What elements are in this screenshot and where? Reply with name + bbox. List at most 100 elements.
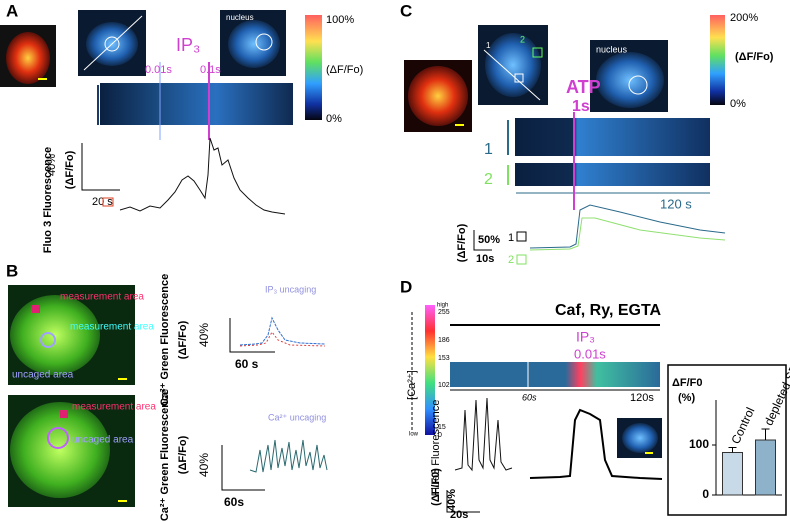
scale-bar xyxy=(118,500,127,502)
stimulus-label: ATP xyxy=(566,77,601,97)
cell-image xyxy=(408,66,468,126)
colorbar-label: 102 xyxy=(438,382,450,389)
trace xyxy=(239,331,326,347)
annotation: uncaged area xyxy=(72,435,134,446)
scale-bar xyxy=(645,452,653,454)
scale-label: 40% xyxy=(197,323,211,347)
colorbar-label: 0% xyxy=(326,113,342,125)
panel-label: C xyxy=(400,1,412,20)
uncaged-area xyxy=(40,332,56,348)
scale-bar xyxy=(221,445,265,491)
scale-label: 60 s xyxy=(235,357,259,371)
bar xyxy=(722,452,743,496)
stimulus-label: IP₃ xyxy=(176,35,200,55)
error-bar xyxy=(728,447,737,453)
time-label: 120s xyxy=(630,392,654,404)
trace xyxy=(529,217,726,251)
stimulus-label: IP₃ uncaging xyxy=(265,284,316,294)
nucleus-label: nucleus xyxy=(596,44,628,54)
y-unit: (ΔF/Fo) xyxy=(177,435,189,474)
y-label: ΔF/F0 xyxy=(672,377,703,389)
trace xyxy=(529,408,663,480)
marker xyxy=(516,254,527,265)
scale-label: 60s xyxy=(224,495,244,509)
marker xyxy=(516,231,527,242)
trace-label: 1 xyxy=(508,232,514,244)
panel-label: D xyxy=(400,277,412,296)
scan-line xyxy=(83,15,143,71)
colorbar xyxy=(305,15,322,120)
roi xyxy=(532,47,543,58)
cell-image xyxy=(10,295,100,375)
duration-label: 1s xyxy=(572,98,590,115)
trace xyxy=(454,397,513,472)
panel-b: B measurement area measurement area unca… xyxy=(6,261,328,521)
panel-a: A nucleus 100% (ΔF/Fo) 0% IP₃ 0.01s 0.1s… xyxy=(0,1,363,253)
scale-bar xyxy=(446,490,480,513)
colorbar-label: (ΔF/Fo) xyxy=(735,51,774,63)
condition-label: Caf, Ry, EGTA xyxy=(555,302,662,319)
stimulus-label: IP₃ xyxy=(576,329,595,345)
line-scan xyxy=(515,118,710,156)
line-scan xyxy=(450,362,660,387)
scan-label: 2 xyxy=(484,171,493,188)
line-scan xyxy=(100,83,293,125)
colorbar-label: high xyxy=(437,303,448,309)
time-label: 120 s xyxy=(660,196,692,211)
y-label: Ca²⁺ Green Fluorescence xyxy=(159,274,171,406)
nucleus-label: nucleus xyxy=(226,13,254,22)
y-unit: (ΔF/F0) xyxy=(430,468,442,506)
colorbar xyxy=(710,15,725,105)
colorbar-label: 100% xyxy=(326,14,354,26)
y-tick-label: 0 xyxy=(702,487,709,501)
y-unit: (ΔF/Fo) xyxy=(64,150,76,189)
stimulus-label: Ca²⁺ uncaging xyxy=(268,412,326,422)
cell-image xyxy=(6,32,50,84)
y-unit: (ΔF/Fo) xyxy=(177,320,189,359)
colorbar-label: 200% xyxy=(730,12,758,24)
trace xyxy=(529,204,726,249)
panel-d: D Caf, Ry, EGTA IP₃ 0.01s high 255 186 1… xyxy=(400,277,790,520)
roi-label: 1 xyxy=(486,41,491,50)
annotation: measurement area xyxy=(70,322,154,333)
roi xyxy=(628,75,648,95)
roi xyxy=(255,33,273,51)
measurement-area xyxy=(60,410,68,418)
trace xyxy=(119,137,286,215)
scale-bar xyxy=(118,378,127,380)
error-bar xyxy=(761,428,770,440)
colorbar-label: 15 xyxy=(438,424,446,431)
y-label: (%) xyxy=(678,392,695,404)
scale-label: 40% xyxy=(197,453,211,477)
scale-label: 20s xyxy=(450,509,468,521)
colorbar-label: 153 xyxy=(438,355,450,362)
cell-image xyxy=(10,402,110,498)
measurement-area xyxy=(32,305,40,313)
y-unit: (ΔF/Fo) xyxy=(456,223,468,262)
time-label: 0.1s xyxy=(200,64,221,76)
scale-bar xyxy=(229,318,275,353)
time-label: 0.01s xyxy=(145,64,172,76)
scale-label: 10s xyxy=(476,253,494,265)
y-label: Fluo 3 Fluorescence xyxy=(42,147,54,253)
roi-label: 2 xyxy=(520,34,525,44)
panel-label: A xyxy=(6,1,18,20)
bar xyxy=(755,439,776,496)
scale-label: 40% xyxy=(446,489,458,511)
scale-bar xyxy=(38,78,47,80)
colorbar-label: 255 xyxy=(438,309,450,316)
duration-label: 0.01s xyxy=(574,346,606,361)
colorbar xyxy=(425,305,435,435)
cell-image xyxy=(485,33,541,97)
panel-label: B xyxy=(6,261,18,280)
trace-label: 2 xyxy=(508,254,514,266)
annotation: measurement area xyxy=(60,292,144,303)
line-scan xyxy=(515,163,710,186)
trace xyxy=(249,439,328,473)
colorbar-label: 0 xyxy=(438,432,442,439)
annotation: uncaged area xyxy=(12,370,74,381)
time-label: 60s xyxy=(522,392,537,402)
colorbar-label: 0% xyxy=(730,98,746,110)
marker xyxy=(102,197,114,207)
